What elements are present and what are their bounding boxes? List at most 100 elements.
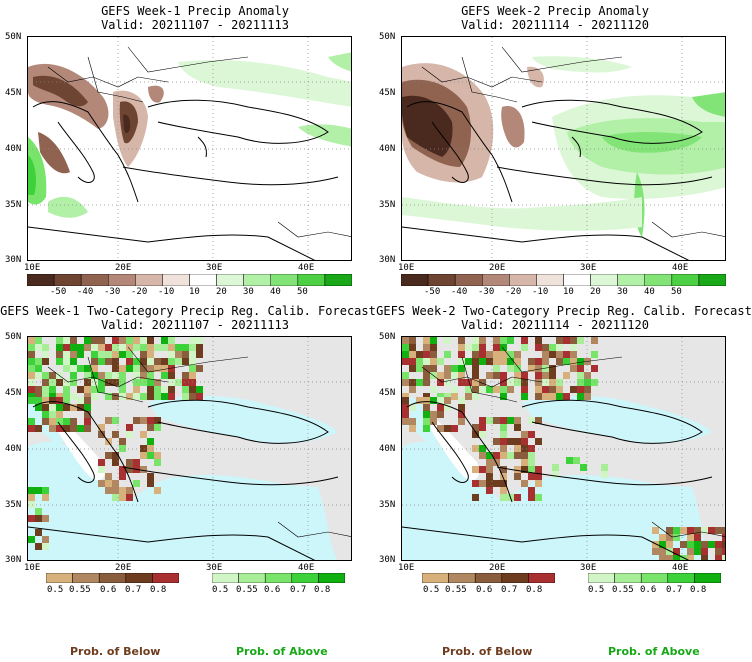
probability-cell <box>168 379 175 386</box>
probability-cell <box>570 358 577 365</box>
probability-cell <box>542 358 549 365</box>
colorbar-swatch <box>640 573 669 583</box>
probability-cell <box>154 358 161 365</box>
panel1-map <box>27 36 352 261</box>
probability-cell <box>472 480 479 487</box>
panel1-title: GEFS Week-1 Precip Anomaly <box>101 4 289 18</box>
panel3-title: GEFS Week-1 Two-Category Precip Reg. Cal… <box>0 304 376 318</box>
probability-cell <box>577 365 584 372</box>
probability-cell <box>112 431 119 438</box>
probability-cell <box>444 351 451 358</box>
probability-cell <box>430 411 437 418</box>
probability-cell <box>687 534 694 541</box>
probability-cell <box>479 466 486 473</box>
probability-cell <box>458 337 465 344</box>
probability-cell <box>701 541 708 548</box>
probability-cell <box>35 487 42 494</box>
panel4-below-label: 0.7 <box>501 585 518 595</box>
probability-cell <box>56 344 63 351</box>
probability-cell <box>409 404 416 411</box>
probability-cell <box>56 425 63 432</box>
probability-cell <box>521 372 528 379</box>
probability-cell <box>521 452 528 459</box>
probability-cell <box>465 379 472 386</box>
probability-cell <box>196 393 203 400</box>
probability-cell <box>35 358 42 365</box>
probability-cell <box>535 480 542 487</box>
probability-cell <box>708 527 715 534</box>
colorbar-swatch <box>694 573 721 583</box>
probability-cell <box>77 404 84 411</box>
probability-cell <box>119 466 126 473</box>
probability-cell <box>472 466 479 473</box>
probability-cell <box>577 393 584 400</box>
probability-cell <box>444 425 451 432</box>
probability-cell <box>659 541 666 548</box>
panel2-cb-label: -40 <box>451 287 468 297</box>
panel3-valid: Valid: 20211107 - 20211113 <box>101 318 289 332</box>
probability-cell <box>70 351 77 358</box>
probability-cell <box>549 379 556 386</box>
probability-cell <box>423 379 430 386</box>
probability-cell <box>189 379 196 386</box>
probability-cell <box>133 344 140 351</box>
probability-cell <box>479 445 486 452</box>
probability-cell <box>119 386 126 393</box>
probability-cell <box>84 379 91 386</box>
probability-cell <box>673 527 680 534</box>
probability-cell <box>56 411 63 418</box>
panel2-cb-label: -20 <box>505 287 522 297</box>
probability-cell <box>694 548 701 555</box>
probability-cell <box>42 379 49 386</box>
probability-cell <box>133 372 140 379</box>
probability-cell <box>423 344 430 351</box>
probability-cell <box>528 431 535 438</box>
probability-cell <box>28 337 35 344</box>
probability-cell <box>126 494 133 501</box>
probability-cell <box>500 372 507 379</box>
probability-cell <box>56 404 63 411</box>
probability-cell <box>694 527 701 534</box>
panel3-below-label: 0.7 <box>125 585 142 595</box>
colorbar-swatch <box>448 573 476 583</box>
probability-cell <box>444 365 451 372</box>
colorbar-swatch <box>528 573 555 583</box>
probability-cell <box>133 480 140 487</box>
panel1-cb-label: -20 <box>131 287 148 297</box>
probability-cell <box>63 404 70 411</box>
probability-cell <box>63 425 70 432</box>
probability-cell <box>521 379 528 386</box>
panel2-lon-30e: 30E <box>580 263 597 273</box>
probability-cell <box>416 358 423 365</box>
probability-cell <box>42 344 49 351</box>
probability-cell <box>56 393 63 400</box>
probability-cell <box>458 344 465 351</box>
probability-cell <box>701 527 708 534</box>
probability-cell <box>140 365 147 372</box>
probability-cell <box>673 534 680 541</box>
probability-cell <box>105 487 112 494</box>
probability-cell <box>91 386 98 393</box>
probability-cell <box>430 397 437 404</box>
probability-cell <box>49 372 56 379</box>
probability-cell <box>98 358 105 365</box>
probability-cell <box>437 379 444 386</box>
probability-cell <box>430 365 437 372</box>
probability-cell <box>35 515 42 522</box>
probability-cell <box>28 372 35 379</box>
probability-cell <box>189 351 196 358</box>
probability-cell <box>35 393 42 400</box>
probability-cell <box>500 337 507 344</box>
probability-cell <box>687 555 694 560</box>
colorbar-swatch <box>324 274 352 286</box>
probability-cell <box>423 365 430 372</box>
probability-cell <box>584 372 591 379</box>
probability-cell <box>84 425 91 432</box>
probability-cell <box>528 358 535 365</box>
probability-cell <box>140 337 147 344</box>
panel3-lat-40n: 40N <box>5 444 22 454</box>
panel1-lon-30e: 30E <box>206 263 223 273</box>
probability-cell <box>465 386 472 393</box>
probability-cell <box>486 372 493 379</box>
probability-cell <box>28 536 35 543</box>
